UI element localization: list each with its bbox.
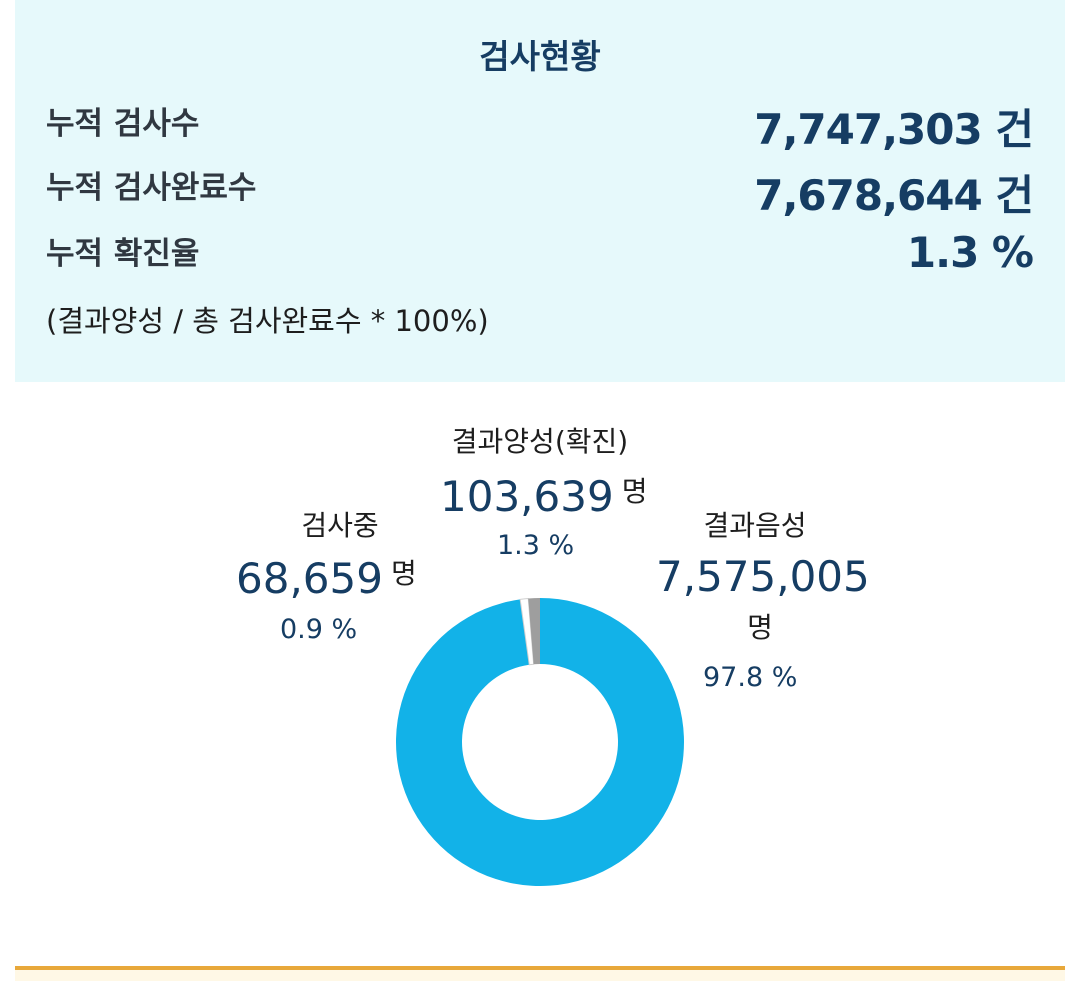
testing-percent: 0.9 % (280, 614, 358, 645)
testing-count: 68,659 명 (236, 552, 417, 603)
test-status-panel: 검사현황 누적 검사수 7,747,303 건 누적 검사완료수 7,678,6… (15, 0, 1065, 382)
positive-count-unit: 명 (621, 475, 648, 508)
positive-count-value: 103,639 (440, 472, 614, 521)
cumulative-completed-label: 누적 검사완료수 (46, 170, 257, 206)
test-result-chart: 결과양성(확진) 103,639 명 1.3 % 검사중 68,659 명 0.9 … (15, 382, 1065, 966)
positive-percent: 1.3 % (497, 530, 575, 561)
negative-percent: 97.8 % (703, 662, 798, 693)
positive-rate-label: 누적 확진율 (46, 236, 200, 272)
testing-count-value: 68,659 (236, 554, 383, 603)
positive-count: 103,639 명 (440, 470, 647, 521)
donut-chart (395, 597, 684, 886)
negative-label: 결과음성 (703, 509, 807, 542)
slice-positive (528, 598, 540, 665)
negative-count-value: 7,575,005 (656, 552, 870, 601)
negative-count-unit: 명 (747, 611, 773, 644)
cumulative-tests-value: 7,747,303 건 (754, 105, 1034, 154)
panel-title: 검사현황 (479, 37, 601, 76)
positive-rate-value: 1.3 % (906, 228, 1034, 277)
slice-negative (395, 598, 684, 886)
cumulative-tests-label: 누적 검사수 (46, 106, 200, 142)
positive-label: 결과양성(확진) (451, 425, 629, 458)
testing-count-unit: 명 (390, 557, 417, 590)
cumulative-completed-value: 7,678,644 건 (754, 171, 1034, 220)
rate-formula-note: (결과양성 / 총 검사완료수 * 100%) (46, 304, 489, 338)
testing-label: 검사중 (301, 509, 379, 542)
next-section-border (15, 966, 1065, 981)
